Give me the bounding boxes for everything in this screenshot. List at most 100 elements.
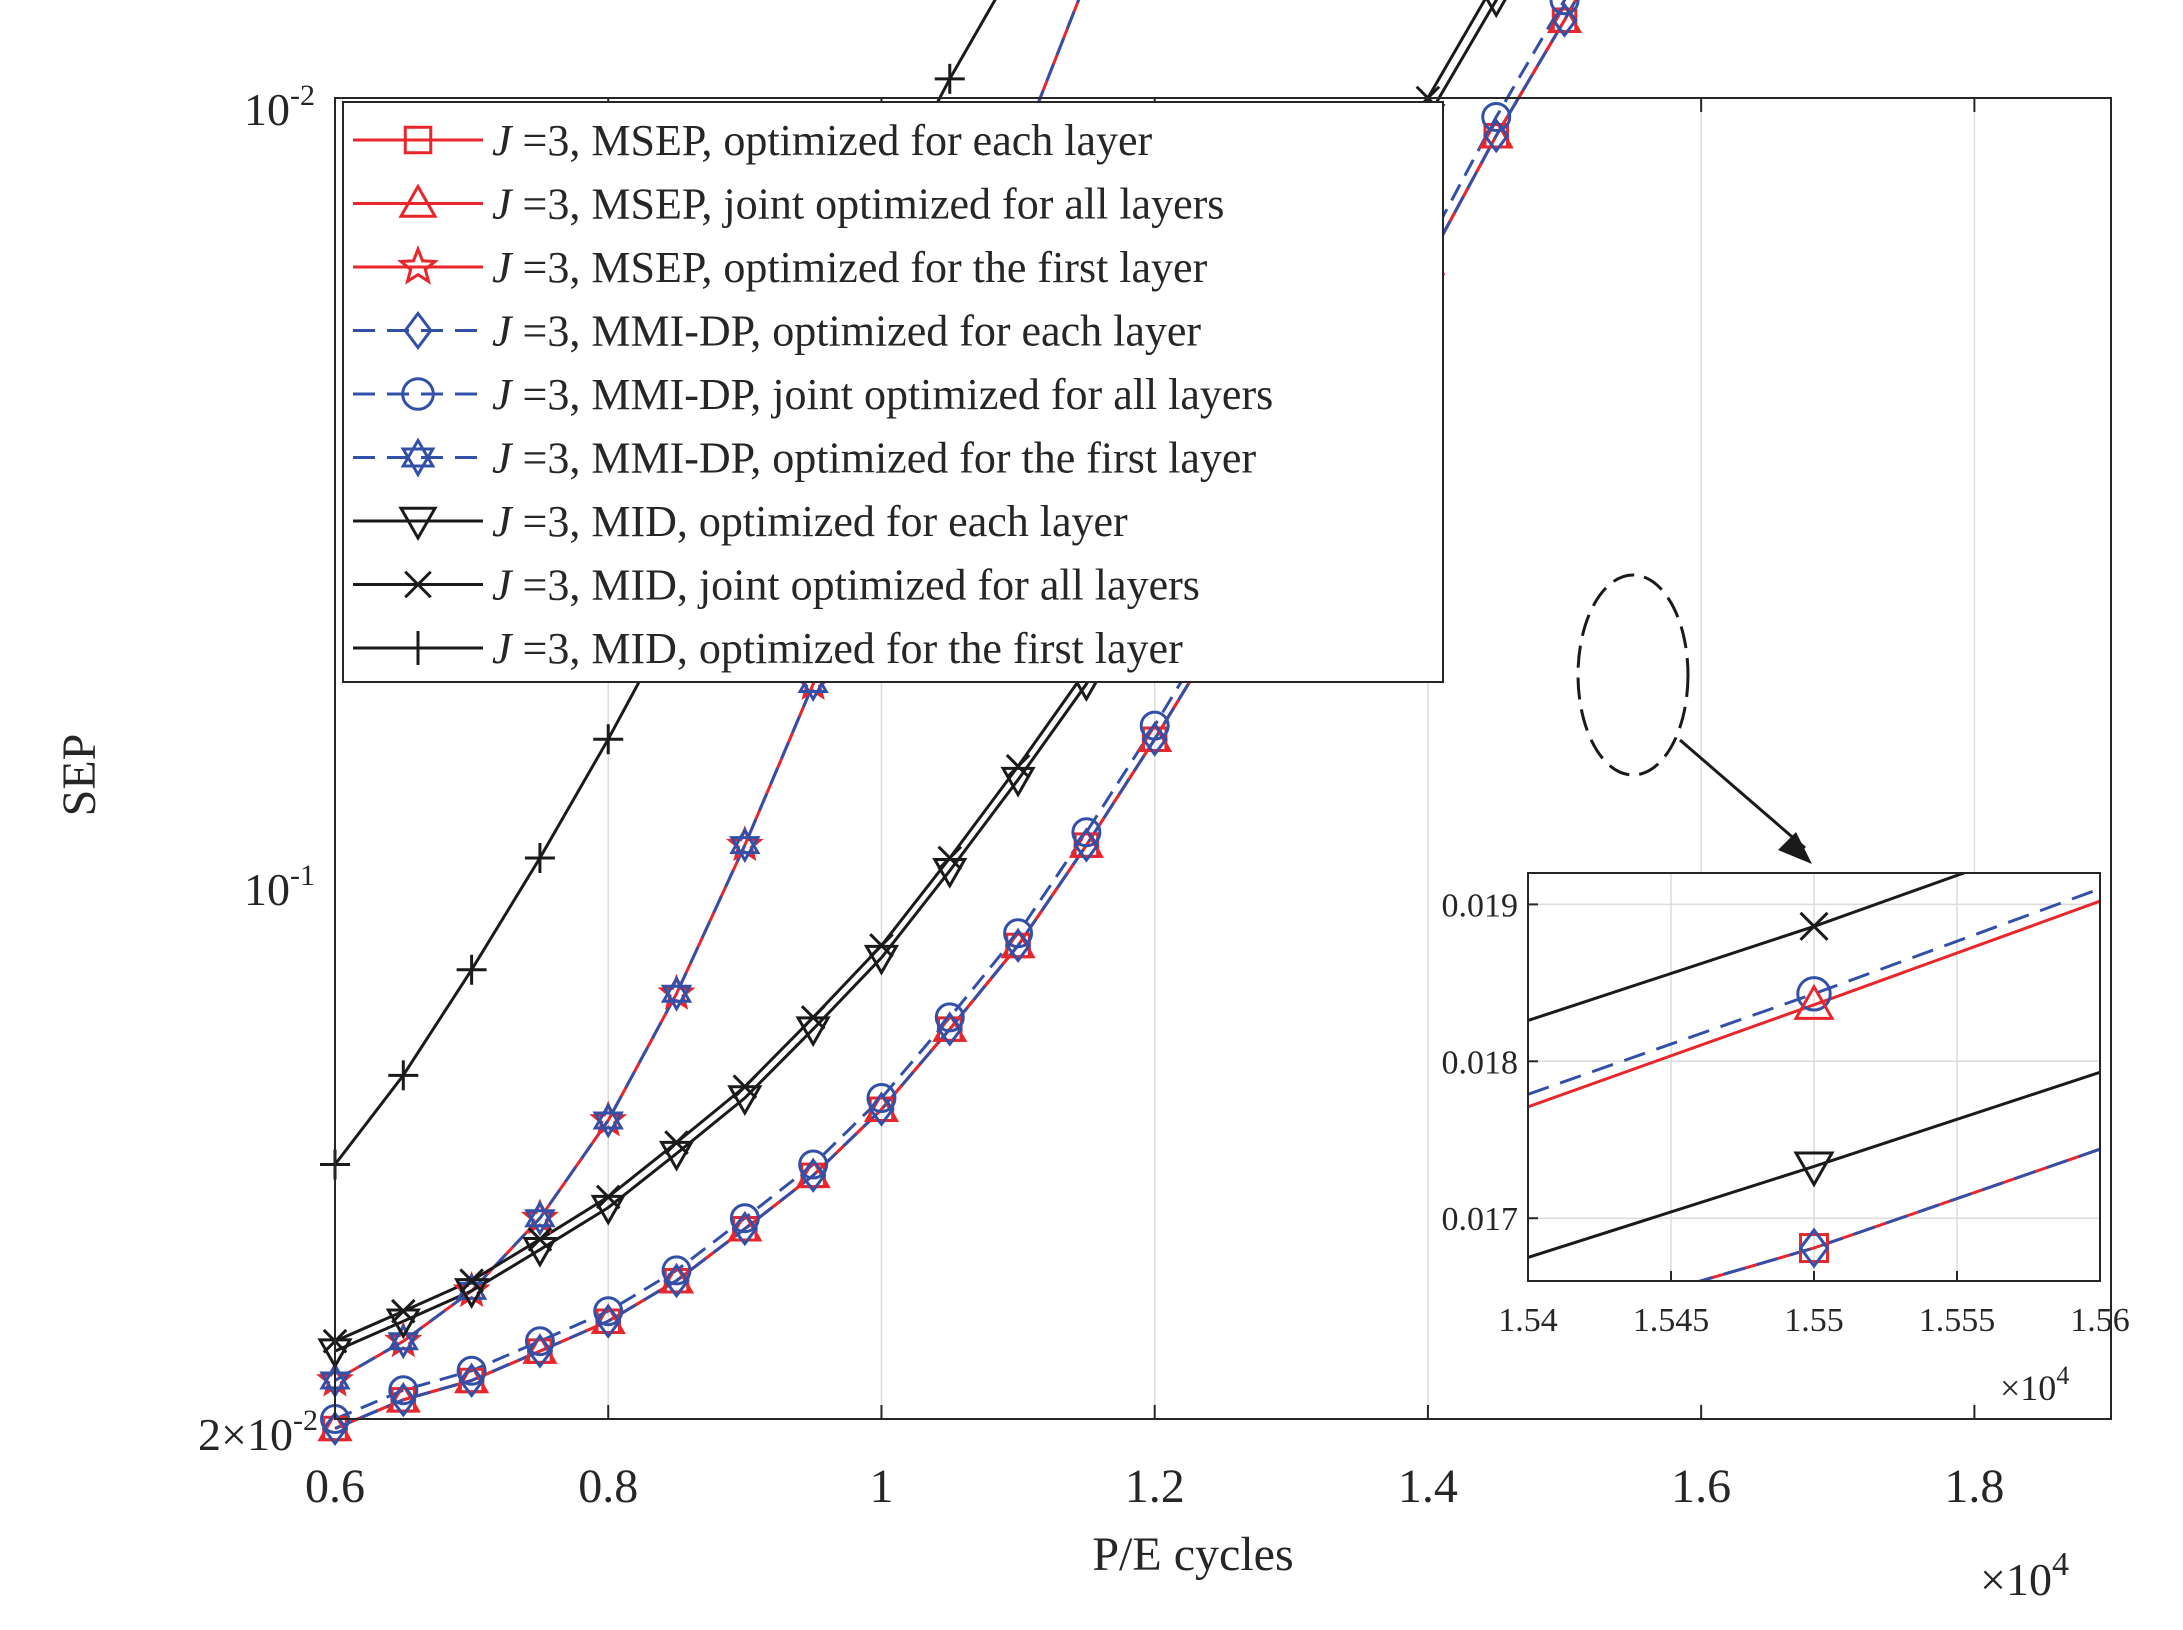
marker-diamond	[390, 1382, 417, 1418]
legend-name: =3, MMI-DP, joint optimized for all laye…	[512, 370, 1274, 419]
marker-triangle-down	[398, 506, 438, 542]
legend-name: =3, MMI-DP, optimized for the first laye…	[512, 434, 1257, 483]
legend-name: =3, MMI-DP, optimized for each layer	[512, 307, 1202, 356]
marker-circle	[798, 1149, 829, 1180]
zoom-arrow-line	[1679, 738, 1806, 850]
legend-j: J	[492, 180, 514, 229]
marker-triangle-up	[590, 1303, 626, 1334]
inset-x-tick-label: 1.56	[2070, 1302, 2130, 1339]
marker-circle	[593, 1296, 624, 1327]
inset-clipped	[1528, 873, 2100, 1281]
y-axis-label: SEP	[53, 734, 106, 817]
x-tick-labels: 0.6 0.8 1 1.2 1.4 1.6 1.8	[305, 1460, 2004, 1513]
inset-background	[1480, 873, 2110, 1403]
y-tick-label-bottom: 2×10-2	[198, 1404, 318, 1460]
marker-triangle-up	[658, 1262, 695, 1294]
marker-diamond	[458, 1362, 485, 1398]
marker-circle	[1796, 976, 1832, 1012]
marker-circle	[661, 1255, 692, 1286]
inset-y-tick-label: 0.017	[1442, 1201, 1519, 1238]
y-tick-label-top: 10-2	[244, 79, 315, 135]
marker-triangle-up	[522, 1333, 558, 1364]
legend-j: J	[492, 243, 514, 292]
marker-x	[732, 1074, 758, 1100]
legend-name: =3, MSEP, optimized for the first layer	[512, 243, 1208, 292]
legend-label: J =3, MMI-DP, joint optimized for all la…	[492, 370, 1273, 419]
marker-x	[1005, 753, 1031, 779]
marker-triangle-down	[1485, 0, 1507, 19]
marker-hexagram	[524, 1209, 556, 1237]
legend-name: =3, MID, optimized for the first layer	[512, 624, 1184, 673]
marker-circle	[524, 1326, 555, 1357]
x-tick-label: 1.2	[1125, 1460, 1185, 1513]
marker-circle	[1071, 817, 1102, 848]
series-line-8	[333, 0, 997, 1166]
legend-j: J	[492, 116, 514, 165]
marker-diamond	[936, 1011, 963, 1047]
legend-label: J =3, MMI-DP, optimized for each layerJ …	[492, 307, 1201, 356]
legend-j: J	[492, 370, 514, 419]
marker-x	[404, 570, 432, 599]
marker-diamond	[1004, 927, 1032, 963]
marker-circle	[401, 377, 435, 411]
marker-diamond	[1141, 721, 1168, 757]
legend-j: J	[492, 561, 514, 610]
marker-triangle-down	[1793, 1151, 1835, 1188]
legend-label: J =3, MID, joint optimized for all layer…	[492, 561, 1200, 610]
inset-y-labels: 0.019 0.018 0.017	[1442, 887, 1519, 1238]
marker-triangle-up	[1793, 983, 1835, 1020]
x-tick-label: 1	[869, 1460, 893, 1513]
x-tick-label: 1.8	[1944, 1460, 2004, 1513]
legend-j: J	[492, 497, 514, 546]
series-line-5	[334, 0, 1081, 1382]
marker-hexagram	[524, 1200, 556, 1228]
inset-series	[1528, 873, 2100, 1281]
marker-hexagram	[400, 447, 436, 478]
marker-triangle-up	[863, 1091, 900, 1123]
inset-line-4	[1695, 1147, 2100, 1281]
legend-box	[342, 101, 1444, 683]
marker-circle	[388, 1375, 419, 1406]
inset-line-3	[1528, 1070, 2100, 1259]
legend-label: J =3, MID, optimized for the first layer…	[492, 624, 1183, 673]
marker-x	[459, 1268, 484, 1294]
marker-circle	[1481, 101, 1512, 132]
zoom-arrow-head	[1778, 832, 1812, 864]
marker-x	[869, 933, 894, 958]
marker-circle	[729, 1203, 760, 1234]
marker-diamond	[403, 311, 433, 350]
x-axis-exponent: ×104	[1980, 1546, 2069, 1605]
y-tick-label-mid: 10-1	[244, 859, 315, 915]
legend-j: J	[492, 307, 514, 356]
marker-hexagram	[592, 1111, 624, 1139]
marker-diamond	[595, 1303, 622, 1339]
marker-triangle-up	[1478, 117, 1514, 149]
marker-circle	[456, 1355, 487, 1386]
marker-triangle-down	[1000, 766, 1036, 798]
marker-diamond	[800, 1157, 827, 1193]
legend-j: J	[492, 434, 514, 483]
marker-diamond	[321, 1411, 349, 1447]
marker-hexagram	[729, 836, 761, 864]
zoom-region-ellipse	[1576, 573, 1690, 777]
marker-circle	[1549, 0, 1580, 16]
marker-circle	[1139, 710, 1170, 741]
legend-label: J =3, MSEP, joint optimized for all laye…	[492, 180, 1224, 229]
marker-hexagram	[660, 984, 693, 1012]
legend-label: J =3, MSEP, optimized for the first laye…	[492, 243, 1208, 292]
legend-name: =3, MSEP, optimized for each layer	[512, 116, 1153, 165]
marker-diamond	[731, 1211, 758, 1247]
marker-triangle-up	[795, 1157, 831, 1189]
inset-line-2	[1528, 899, 2100, 1109]
marker-triangle-up	[317, 1410, 353, 1442]
marker-x	[664, 1130, 689, 1155]
marker-circle	[1003, 918, 1034, 949]
main-axes-box	[334, 97, 2112, 1420]
inset-x-exponent: ×104	[2000, 1361, 2069, 1408]
inset-ticks	[1527, 903, 2101, 1281]
marker-circle	[866, 1083, 897, 1114]
marker-hexagram	[400, 437, 436, 468]
marker-diamond	[1483, 118, 1510, 154]
